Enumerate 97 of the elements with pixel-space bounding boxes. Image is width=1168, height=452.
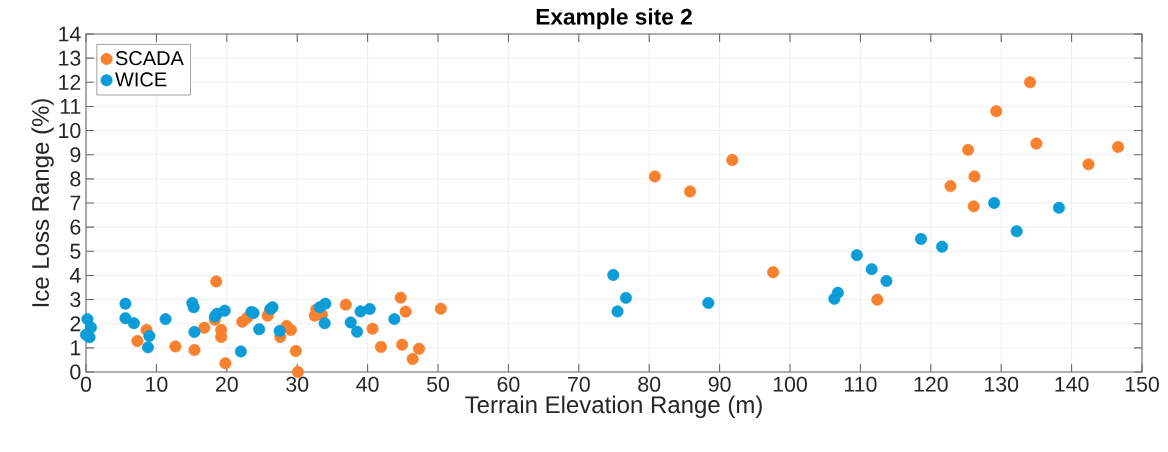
point xyxy=(119,312,132,325)
x-tick-label: 60 xyxy=(497,376,520,392)
point xyxy=(831,286,844,299)
point xyxy=(1082,158,1095,171)
point xyxy=(914,232,927,245)
point xyxy=(127,317,140,330)
point xyxy=(119,297,132,310)
point xyxy=(394,291,407,304)
y-tick-label: 6 xyxy=(70,219,81,235)
point xyxy=(648,170,661,183)
point xyxy=(850,249,863,262)
point xyxy=(218,304,231,317)
y-tick-label: 1 xyxy=(71,340,81,356)
x-tick-label: 10 xyxy=(146,376,168,392)
x-tick-label: 120 xyxy=(914,376,948,392)
point xyxy=(880,274,893,287)
x-tick-label: 40 xyxy=(356,376,379,392)
point xyxy=(1024,76,1037,89)
point xyxy=(865,263,878,276)
y-tick-label: 12 xyxy=(59,74,81,90)
point xyxy=(131,335,144,348)
y-tick-label: 2 xyxy=(70,316,81,332)
point xyxy=(944,180,957,193)
point xyxy=(351,325,364,338)
y-tick-label: 4 xyxy=(69,268,81,283)
legend-label: WICE xyxy=(115,72,167,87)
point xyxy=(284,323,297,336)
point xyxy=(388,313,401,326)
point xyxy=(344,316,357,329)
point xyxy=(234,345,247,358)
point xyxy=(169,340,182,353)
point xyxy=(366,322,379,335)
x-tick-label: 0 xyxy=(80,376,92,392)
y-axis-title: Ice Loss Range (%) xyxy=(31,99,54,307)
point xyxy=(967,200,980,213)
point xyxy=(607,268,620,281)
y-tick-label: 11 xyxy=(60,99,81,114)
point xyxy=(413,342,425,355)
point xyxy=(619,291,632,304)
point xyxy=(273,324,286,337)
y-tick-label: 5 xyxy=(70,243,81,259)
y-tick-label: 10 xyxy=(59,123,81,139)
point xyxy=(188,344,201,357)
point xyxy=(988,196,1001,209)
point xyxy=(159,313,172,326)
point xyxy=(289,344,302,357)
point xyxy=(990,105,1003,118)
point xyxy=(141,341,154,354)
x-tick-label: 100 xyxy=(773,376,807,392)
point xyxy=(726,154,739,167)
point xyxy=(339,298,352,311)
x-tick-label: 30 xyxy=(286,376,309,392)
point xyxy=(968,170,981,183)
point xyxy=(434,302,447,315)
point xyxy=(253,323,266,336)
point xyxy=(684,185,697,198)
legend-label: SCADA xyxy=(115,51,184,66)
point xyxy=(396,338,409,351)
x-tick-label: 110 xyxy=(845,376,877,392)
point xyxy=(188,325,201,338)
point xyxy=(1052,201,1065,214)
point xyxy=(1112,140,1125,153)
point xyxy=(936,240,949,253)
point xyxy=(702,296,715,309)
x-axis-title: Terrain Elevation Range (m) xyxy=(465,395,762,418)
y-tick-label: 3 xyxy=(70,292,81,308)
y-tick-label: 8 xyxy=(70,171,81,187)
point xyxy=(198,321,211,334)
point xyxy=(210,275,223,288)
chart-title: Example site 2 xyxy=(536,8,692,30)
x-tick-label: 80 xyxy=(638,376,661,392)
x-tick-label: 70 xyxy=(568,376,590,392)
point xyxy=(871,293,884,306)
y-tick-label: 14 xyxy=(59,26,81,42)
point xyxy=(219,357,232,370)
y-tick-label: 13 xyxy=(59,50,81,66)
point xyxy=(1030,137,1043,150)
point xyxy=(143,330,156,343)
y-tick-label: 0 xyxy=(70,364,81,380)
point xyxy=(962,143,975,156)
x-tick-label: 130 xyxy=(985,376,1019,392)
point xyxy=(374,340,387,353)
x-tick-label: 140 xyxy=(1055,376,1089,392)
point xyxy=(406,352,419,365)
point xyxy=(767,266,780,279)
point xyxy=(319,297,332,310)
x-tick-label: 150 xyxy=(1125,376,1159,392)
y-tick-label: 9 xyxy=(70,147,81,163)
point xyxy=(399,305,412,318)
x-tick-label: 20 xyxy=(216,376,238,392)
x-tick-label: 50 xyxy=(427,376,450,392)
point xyxy=(611,305,624,318)
x-tick-label: 90 xyxy=(708,376,731,392)
point xyxy=(1010,225,1023,238)
y-tick-label: 7 xyxy=(70,195,81,211)
point xyxy=(318,317,331,330)
point xyxy=(363,302,376,315)
